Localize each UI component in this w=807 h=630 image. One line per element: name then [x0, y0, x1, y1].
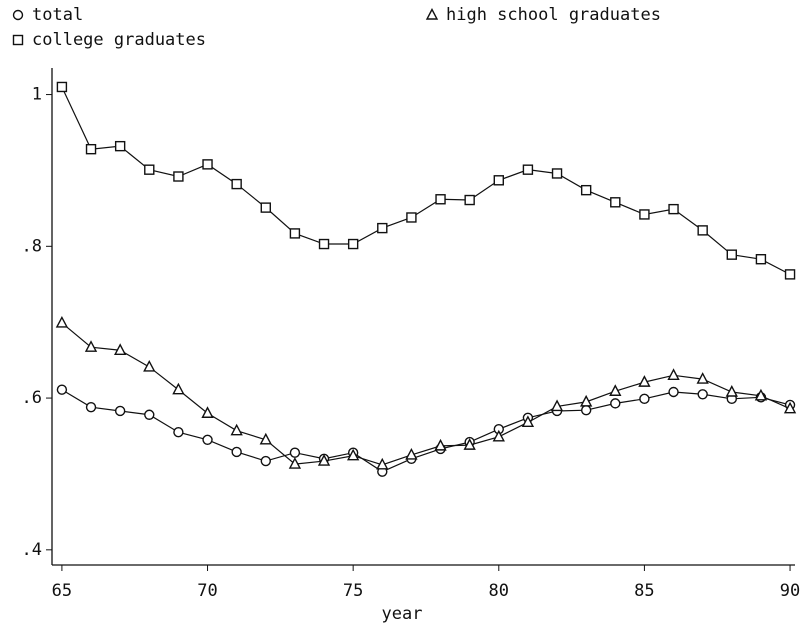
y-tick-label: .4 — [22, 540, 42, 560]
point — [521, 415, 535, 428]
point — [783, 401, 797, 414]
x-tick-label: 70 — [197, 581, 217, 601]
point — [173, 171, 184, 182]
legend-marker — [12, 34, 24, 46]
point — [143, 359, 156, 372]
x-tick-label: 75 — [343, 581, 363, 601]
point — [610, 398, 621, 409]
point — [464, 194, 475, 206]
point — [668, 386, 679, 398]
point — [173, 427, 184, 438]
point — [318, 238, 330, 250]
y-tick-label: .8 — [22, 236, 42, 256]
point — [288, 457, 302, 469]
point — [260, 455, 271, 467]
point — [144, 164, 155, 175]
point — [492, 429, 505, 442]
point — [85, 401, 97, 413]
point — [231, 446, 242, 458]
point — [202, 434, 213, 446]
legend-label: total — [32, 5, 83, 25]
series-line — [61, 86, 791, 275]
point — [347, 448, 360, 461]
point — [406, 212, 417, 223]
point — [725, 384, 738, 397]
point — [550, 399, 564, 412]
point — [113, 343, 127, 355]
x-tick-label: 65 — [52, 581, 72, 601]
point — [697, 389, 708, 400]
x-tick-label: 85 — [634, 581, 654, 601]
point — [230, 423, 243, 436]
point — [434, 438, 447, 451]
point — [55, 315, 69, 328]
point — [201, 406, 214, 418]
x-tick-label: 80 — [489, 581, 509, 601]
point — [784, 269, 796, 280]
point — [639, 209, 650, 220]
point — [580, 405, 592, 416]
point — [347, 238, 359, 250]
point — [377, 222, 388, 234]
point — [289, 447, 301, 458]
point — [202, 159, 213, 170]
point — [754, 388, 768, 401]
point — [667, 368, 680, 381]
point — [580, 184, 592, 196]
point — [668, 203, 679, 215]
point — [114, 140, 126, 152]
point — [435, 194, 446, 205]
x-axis-label: year — [382, 604, 423, 624]
legend-label: high school graduates — [446, 5, 661, 25]
point — [609, 384, 622, 396]
point — [405, 447, 418, 460]
point — [56, 81, 68, 93]
point — [144, 409, 155, 420]
point — [639, 393, 650, 405]
point — [114, 405, 126, 417]
point — [755, 254, 767, 265]
point — [84, 340, 98, 352]
point — [463, 438, 476, 450]
x-tick-label: 90 — [780, 581, 800, 601]
point — [551, 168, 563, 179]
point — [259, 432, 272, 445]
point — [522, 164, 534, 175]
point — [610, 197, 621, 208]
point — [172, 382, 185, 395]
point — [580, 394, 593, 407]
point — [638, 375, 651, 387]
point — [696, 372, 709, 384]
point — [697, 225, 708, 236]
series-line — [61, 389, 791, 473]
point — [289, 228, 301, 239]
legend-marker — [12, 9, 24, 21]
legend-label: college graduates — [32, 30, 206, 50]
point — [376, 457, 389, 470]
point — [56, 384, 68, 395]
point — [260, 202, 271, 213]
point — [231, 178, 242, 190]
point — [85, 143, 97, 155]
point — [317, 454, 331, 466]
point — [493, 175, 504, 186]
series-line — [61, 322, 791, 466]
y-tick-label: 1 — [32, 85, 42, 105]
point — [726, 249, 737, 260]
y-tick-label: .6 — [22, 388, 42, 408]
legend-marker — [425, 7, 439, 20]
